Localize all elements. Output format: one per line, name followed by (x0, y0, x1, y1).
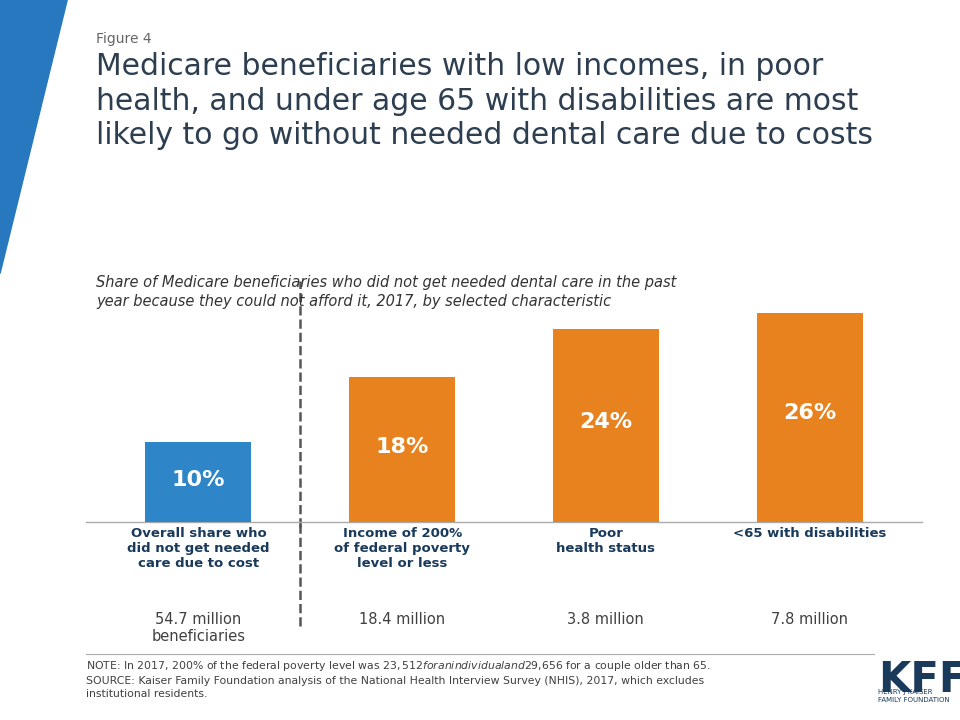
Bar (756, 313, 862, 522)
Bar (146, 441, 252, 522)
Bar (553, 329, 659, 522)
Text: 18.4 million: 18.4 million (359, 612, 445, 627)
Text: Figure 4: Figure 4 (96, 32, 152, 46)
Text: 54.7 million
beneficiaries: 54.7 million beneficiaries (152, 612, 246, 644)
Text: NOTE: In 2017, 200% of the federal poverty level was $23,512 for an individual a: NOTE: In 2017, 200% of the federal pover… (86, 659, 711, 699)
Text: 7.8 million: 7.8 million (771, 612, 848, 627)
Text: <65 with disabilities: <65 with disabilities (732, 527, 886, 540)
Text: KFF: KFF (878, 659, 960, 701)
Text: 18%: 18% (375, 437, 429, 456)
Text: Share of Medicare beneficiaries who did not get needed dental care in the past
y: Share of Medicare beneficiaries who did … (96, 275, 677, 309)
Text: Medicare beneficiaries with low incomes, in poor
health, and under age 65 with d: Medicare beneficiaries with low incomes,… (96, 52, 873, 150)
Text: Poor
health status: Poor health status (557, 527, 656, 555)
Text: Overall share who
did not get needed
care due to cost: Overall share who did not get needed car… (127, 527, 270, 570)
Bar (349, 377, 455, 522)
Text: 24%: 24% (579, 412, 633, 432)
Text: 3.8 million: 3.8 million (567, 612, 644, 627)
Text: HENRY J KAISER
FAMILY FOUNDATION: HENRY J KAISER FAMILY FOUNDATION (878, 689, 950, 703)
Text: 26%: 26% (783, 403, 836, 423)
Text: 10%: 10% (172, 470, 226, 490)
Text: Income of 200%
of federal poverty
level or less: Income of 200% of federal poverty level … (334, 527, 470, 570)
